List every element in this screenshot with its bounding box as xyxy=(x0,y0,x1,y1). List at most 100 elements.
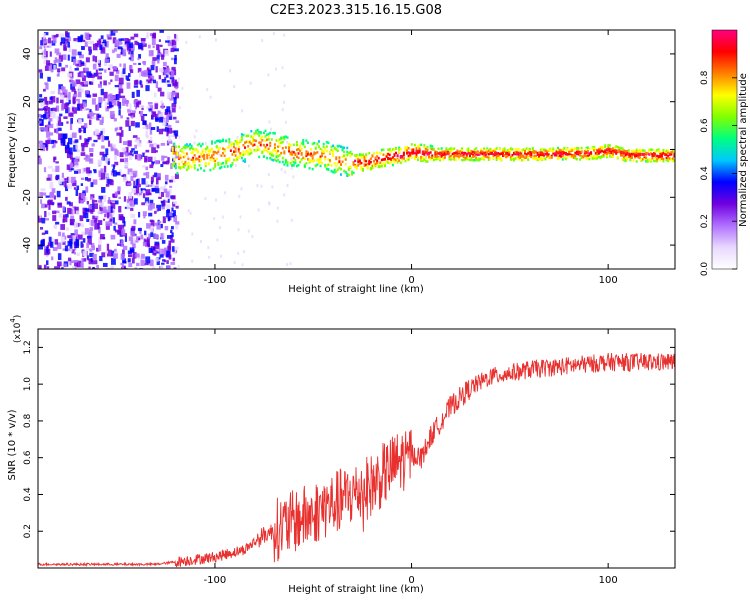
heatmap-noise-cell xyxy=(38,140,43,144)
heatmap-signal-cell xyxy=(643,158,646,161)
heatmap-noise-cell xyxy=(133,219,137,225)
heatmap-sparse-cell xyxy=(286,263,289,267)
heatmap-noise-cell xyxy=(174,92,180,99)
heatmap-signal-cell xyxy=(215,139,218,143)
heatmap-signal-cell xyxy=(475,156,478,160)
heatmap-signal-cell xyxy=(410,143,413,146)
heatmap-sparse-cell xyxy=(187,209,190,213)
heatmap-noise-cell xyxy=(133,185,138,189)
heatmap-signal-cell xyxy=(418,144,421,147)
heatmap-signal-cell xyxy=(305,139,308,142)
heatmap-signal-cell xyxy=(182,163,185,166)
heatmap-noise-cell xyxy=(89,252,94,257)
heatmap-noise-cell xyxy=(141,253,145,259)
heatmap-signal-cell xyxy=(188,143,191,146)
heatmap-signal-cell xyxy=(437,155,440,159)
heatmap-noise-cell xyxy=(56,261,62,267)
heatmap-noise-cell xyxy=(56,128,59,134)
heatmap-noise-cell xyxy=(145,134,149,139)
heatmap-noise-cell xyxy=(48,63,53,66)
snr-y-scale-exp: 4 xyxy=(9,318,17,323)
heatmap-signal-cell xyxy=(211,155,214,159)
heatmap-signal-cell xyxy=(385,152,388,156)
heatmap-signal-cell xyxy=(495,154,498,158)
heatmap-signal-cell xyxy=(223,150,226,153)
heatmap-signal-cell xyxy=(299,160,302,164)
heatmap-signal-cell xyxy=(302,156,305,160)
heatmap-signal-cell xyxy=(223,148,226,151)
heatmap-noise-cell xyxy=(129,155,133,160)
heatmap-signal-cell xyxy=(574,156,577,160)
heatmap-noise-cell xyxy=(39,94,43,98)
heatmap-sparse-cell xyxy=(257,208,260,212)
heatmap-sparse-cell xyxy=(230,146,233,150)
heatmap-noise-cell xyxy=(99,233,105,240)
heatmap-peak-cell xyxy=(440,151,444,155)
heatmap-signal-cell xyxy=(187,144,190,148)
heatmap-signal-cell xyxy=(506,152,509,155)
heatmap-signal-cell xyxy=(349,165,352,169)
heatmap-noise-cell xyxy=(160,233,164,239)
heatmap-signal-cell xyxy=(406,158,409,161)
heatmap-signal-cell xyxy=(325,149,328,153)
heatmap-signal-cell xyxy=(527,148,530,152)
heatmap-signal-cell xyxy=(593,145,596,149)
heatmap-noise-cell xyxy=(70,168,74,171)
heatmap-signal-cell xyxy=(266,156,269,160)
heatmap-noise-cell xyxy=(102,98,106,102)
heatmap-noise-cell xyxy=(50,139,54,145)
heatmap-noise-cell xyxy=(39,72,44,79)
colorbar-ticks: 0.00.20.40.60.8 xyxy=(700,70,737,276)
heatmap-signal-cell xyxy=(201,143,204,146)
heatmap-noise-cell xyxy=(128,192,133,199)
heatmap-signal-cell xyxy=(608,152,611,155)
heatmap-noise-cell xyxy=(164,112,168,116)
colorbar-tick-label: 0.8 xyxy=(700,70,710,85)
heatmap-signal-cell xyxy=(295,143,298,147)
heatmap-noise-cell xyxy=(116,132,121,136)
heatmap-noise-cell xyxy=(150,180,154,185)
heatmap-signal-cell xyxy=(522,154,525,158)
heatmap-noise-cell xyxy=(92,267,96,269)
heatmap-noise-cell xyxy=(67,73,73,77)
heatmap-noise-cell xyxy=(43,167,47,173)
heatmap-noise-cell xyxy=(41,192,47,196)
heatmap-signal-cell xyxy=(618,146,621,150)
heatmap-signal-cell xyxy=(269,157,272,160)
heatmap-noise-cell xyxy=(60,37,66,44)
heatmap-signal-cell xyxy=(303,164,306,168)
heatmap-signal-cell xyxy=(253,132,256,135)
heatmap-noise-cell xyxy=(115,69,120,74)
heatmap-signal-cell xyxy=(184,144,187,147)
heatmap-signal-cell xyxy=(319,164,322,168)
heatmap-signal-cell xyxy=(390,158,393,161)
heatmap-noise-cell xyxy=(72,94,78,98)
heatmap-noise-cell xyxy=(155,66,158,73)
heatmap-signal-cell xyxy=(333,162,336,165)
heatmap-noise-cell xyxy=(167,235,172,239)
heatmap-noise-cell xyxy=(54,48,60,54)
heatmap-noise-cell xyxy=(124,157,129,164)
heatmap-signal-cell xyxy=(277,154,280,158)
heatmap-sparse-cell xyxy=(268,201,271,205)
heatmap-noise-cell xyxy=(64,144,70,151)
heatmap-signal-cell xyxy=(303,163,306,167)
heatmap-signal-cell xyxy=(368,162,371,166)
heatmap-noise-cell xyxy=(140,234,144,240)
heatmap-noise-cell xyxy=(88,229,92,237)
heatmap-signal-cell xyxy=(586,149,589,153)
heatmap-sparse-cell xyxy=(286,184,289,188)
heatmap-noise-cell xyxy=(90,242,95,248)
heatmap-signal-cell xyxy=(407,154,410,158)
heatmap-signal-cell xyxy=(536,158,539,162)
heatmap-signal-cell xyxy=(365,159,368,163)
heatmap-noise-cell xyxy=(73,59,77,65)
heatmap-signal-cell xyxy=(399,147,402,151)
heatmap-signal-cell xyxy=(310,159,313,163)
heatmap-sparse-cell xyxy=(290,166,293,170)
heatmap-signal-cell xyxy=(472,158,475,162)
heatmap-noise-cell xyxy=(39,98,45,104)
heatmap-signal-cell xyxy=(275,159,278,163)
heatmap-signal-cell xyxy=(250,129,253,133)
heatmap-noise-cell xyxy=(85,108,90,111)
